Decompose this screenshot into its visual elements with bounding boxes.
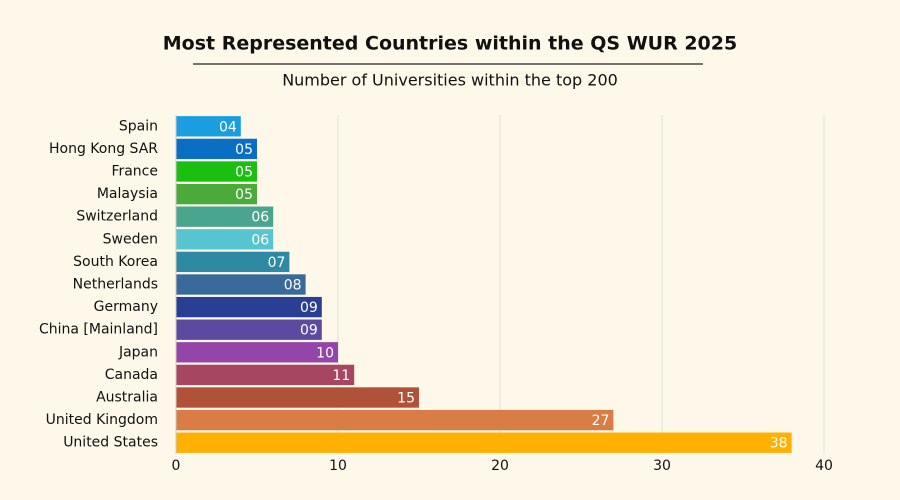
y-tick-label: Spain <box>119 118 158 134</box>
y-tick-label: United States <box>63 435 158 451</box>
bar <box>176 229 274 250</box>
y-tick-label: Australia <box>96 390 158 406</box>
value-label: 04 <box>219 119 237 135</box>
y-tick-label: Hong Kong SAR <box>49 141 158 157</box>
bar <box>176 409 614 431</box>
value-label: 27 <box>592 413 610 429</box>
x-tick-label: 40 <box>815 458 833 474</box>
bar <box>176 251 290 273</box>
y-tick-label: Switzerland <box>76 209 158 225</box>
bar <box>176 206 274 227</box>
x-tick-label: 20 <box>491 458 509 474</box>
bar <box>176 183 257 205</box>
value-label: 05 <box>235 187 253 203</box>
bar <box>176 274 306 295</box>
value-label: 08 <box>284 278 302 294</box>
x-tick-label: 0 <box>172 458 181 474</box>
chart-title: Most Represented Countries within the QS… <box>163 33 737 55</box>
y-tick-label: United Kingdom <box>46 412 158 428</box>
bar <box>176 387 419 408</box>
value-label: 11 <box>332 368 350 384</box>
bar <box>176 296 322 318</box>
bar <box>176 342 338 363</box>
bar <box>176 319 322 340</box>
bar <box>176 116 241 137</box>
value-label: 06 <box>251 232 269 248</box>
y-tick-label: Germany <box>94 299 158 315</box>
bar <box>176 138 257 160</box>
y-tick-label: Canada <box>105 367 158 383</box>
bar <box>176 161 257 182</box>
value-label: 10 <box>316 345 334 361</box>
y-tick-label: Japan <box>118 344 158 360</box>
value-label: 05 <box>235 142 253 158</box>
value-label: 15 <box>397 391 415 407</box>
y-tick-label: South Korea <box>73 254 158 270</box>
y-tick-label: France <box>111 164 158 180</box>
x-tick-label: 10 <box>329 458 347 474</box>
value-label: 05 <box>235 165 253 181</box>
bar <box>176 364 355 386</box>
value-label: 09 <box>300 323 318 339</box>
y-tick-label: Netherlands <box>73 277 158 293</box>
y-tick-label: Sweden <box>103 231 158 247</box>
value-label: 07 <box>268 255 286 271</box>
value-label: 09 <box>300 300 318 316</box>
bar <box>176 432 792 453</box>
y-tick-label: China [Mainland] <box>39 322 158 338</box>
x-tick-label: 30 <box>653 458 671 474</box>
y-tick-label: Malaysia <box>97 186 158 202</box>
chart-subtitle: Number of Universities within the top 20… <box>282 71 618 90</box>
value-label: 38 <box>770 436 788 452</box>
value-label: 06 <box>251 210 269 226</box>
